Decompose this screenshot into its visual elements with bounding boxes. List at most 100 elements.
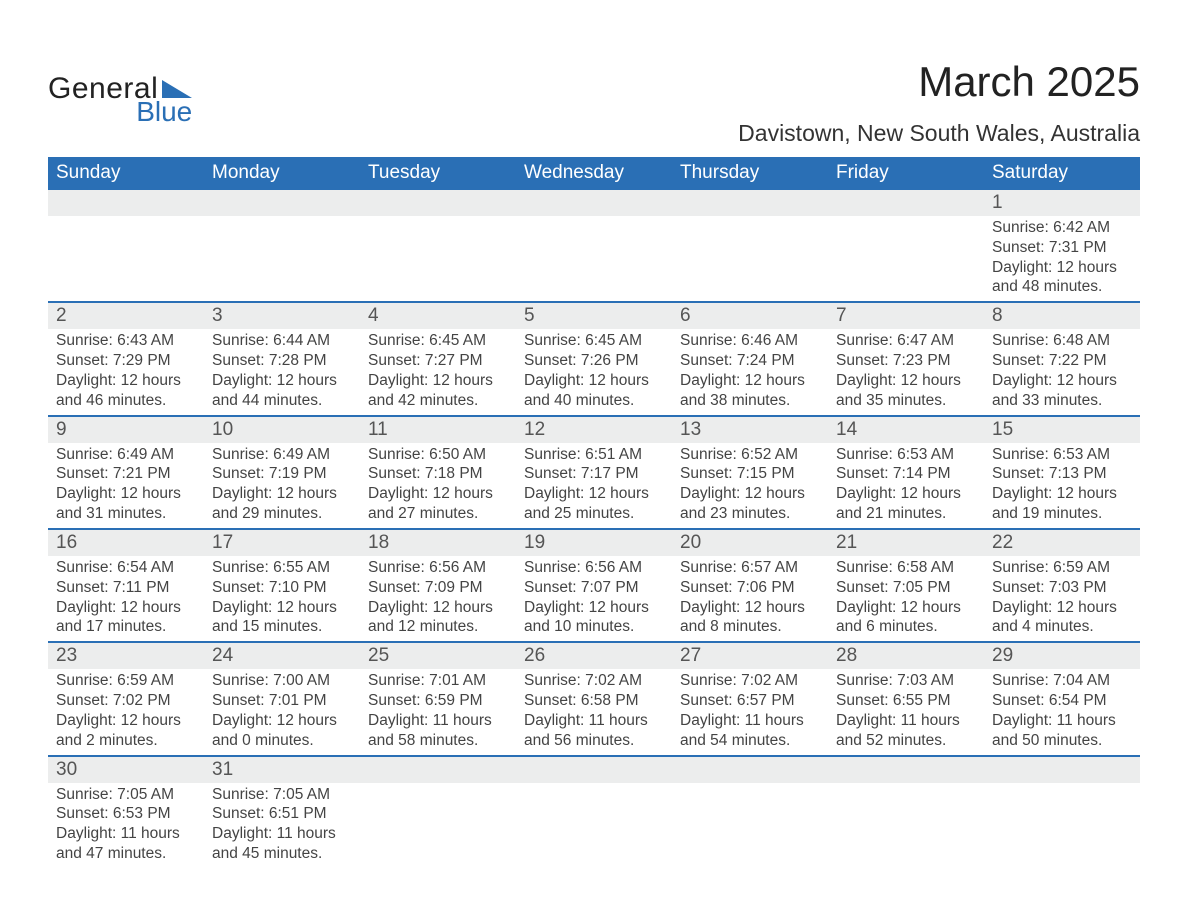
- day-number: 7: [828, 303, 984, 329]
- day-detail-line: Sunrise: 7:01 AM: [368, 671, 508, 691]
- day-detail-line: Daylight: 12 hours: [212, 711, 352, 731]
- day-detail-line: Sunset: 7:31 PM: [992, 238, 1132, 258]
- day-detail-cell: [48, 216, 204, 301]
- day-detail-line: and 31 minutes.: [56, 504, 196, 524]
- day-detail-line: and 33 minutes.: [992, 391, 1132, 411]
- day-detail-line: Sunset: 6:57 PM: [680, 691, 820, 711]
- day-detail-line: Sunset: 6:58 PM: [524, 691, 664, 711]
- day-detail-line: Sunrise: 6:57 AM: [680, 558, 820, 578]
- day-detail-line: Sunrise: 6:54 AM: [56, 558, 196, 578]
- day-detail-cell: Sunrise: 7:02 AMSunset: 6:57 PMDaylight:…: [672, 669, 828, 754]
- day-number: 28: [828, 643, 984, 669]
- day-detail-line: Sunset: 7:13 PM: [992, 464, 1132, 484]
- day-detail-line: and 38 minutes.: [680, 391, 820, 411]
- day-detail-line: and 44 minutes.: [212, 391, 352, 411]
- day-detail-line: Sunrise: 6:45 AM: [368, 331, 508, 351]
- day-detail-line: Sunset: 7:18 PM: [368, 464, 508, 484]
- day-detail-cell: Sunrise: 6:53 AMSunset: 7:13 PMDaylight:…: [984, 443, 1140, 528]
- day-detail-line: and 4 minutes.: [992, 617, 1132, 637]
- day-detail-line: and 35 minutes.: [836, 391, 976, 411]
- day-detail-cell: Sunrise: 6:47 AMSunset: 7:23 PMDaylight:…: [828, 329, 984, 414]
- day-detail-line: Sunset: 7:01 PM: [212, 691, 352, 711]
- day-number: 19: [516, 530, 672, 556]
- day-detail-line: and 52 minutes.: [836, 731, 976, 751]
- day-detail-line: Daylight: 12 hours: [56, 484, 196, 504]
- day-number: [672, 190, 828, 216]
- day-detail-cell: Sunrise: 6:57 AMSunset: 7:06 PMDaylight:…: [672, 556, 828, 641]
- day-number: 14: [828, 417, 984, 443]
- day-detail-line: Sunrise: 6:51 AM: [524, 445, 664, 465]
- day-detail-line: Sunrise: 6:46 AM: [680, 331, 820, 351]
- day-detail-line: Daylight: 12 hours: [56, 598, 196, 618]
- weekday-header: Tuesday: [360, 157, 516, 190]
- day-detail-line: Daylight: 12 hours: [212, 371, 352, 391]
- day-number: 4: [360, 303, 516, 329]
- day-detail-line: Sunrise: 6:43 AM: [56, 331, 196, 351]
- weekday-header: Thursday: [672, 157, 828, 190]
- day-detail-line: Sunset: 7:03 PM: [992, 578, 1132, 598]
- day-detail-line: and 27 minutes.: [368, 504, 508, 524]
- day-detail-line: and 21 minutes.: [836, 504, 976, 524]
- day-number: [360, 757, 516, 783]
- weekday-header: Wednesday: [516, 157, 672, 190]
- day-detail-cell: Sunrise: 6:48 AMSunset: 7:22 PMDaylight:…: [984, 329, 1140, 414]
- day-detail-cell: [516, 783, 672, 868]
- day-detail-cell: [828, 783, 984, 868]
- day-detail-line: and 54 minutes.: [680, 731, 820, 751]
- day-detail-cell: Sunrise: 6:45 AMSunset: 7:27 PMDaylight:…: [360, 329, 516, 414]
- day-detail-line: Daylight: 11 hours: [836, 711, 976, 731]
- day-detail-line: Sunset: 6:55 PM: [836, 691, 976, 711]
- day-number: 22: [984, 530, 1140, 556]
- day-number: 25: [360, 643, 516, 669]
- day-detail-line: Sunset: 7:22 PM: [992, 351, 1132, 371]
- day-number-strip: 9101112131415: [48, 415, 1140, 443]
- day-detail-line: and 10 minutes.: [524, 617, 664, 637]
- calendar: Sunday Monday Tuesday Wednesday Thursday…: [48, 157, 1140, 868]
- day-detail-cell: Sunrise: 7:00 AMSunset: 7:01 PMDaylight:…: [204, 669, 360, 754]
- day-detail-line: Sunset: 7:10 PM: [212, 578, 352, 598]
- day-detail-line: and 15 minutes.: [212, 617, 352, 637]
- day-detail-line: and 6 minutes.: [836, 617, 976, 637]
- day-detail-line: and 47 minutes.: [56, 844, 196, 864]
- day-number: [984, 757, 1140, 783]
- day-detail-line: Sunrise: 6:49 AM: [212, 445, 352, 465]
- day-detail-line: and 25 minutes.: [524, 504, 664, 524]
- day-detail-line: Sunset: 7:21 PM: [56, 464, 196, 484]
- day-detail-cell: Sunrise: 6:58 AMSunset: 7:05 PMDaylight:…: [828, 556, 984, 641]
- day-detail-line: Daylight: 12 hours: [212, 484, 352, 504]
- day-detail-cell: [828, 216, 984, 301]
- day-detail-line: Daylight: 12 hours: [992, 371, 1132, 391]
- day-detail-line: Sunset: 7:11 PM: [56, 578, 196, 598]
- day-detail-cell: Sunrise: 6:50 AMSunset: 7:18 PMDaylight:…: [360, 443, 516, 528]
- day-detail-cell: Sunrise: 6:43 AMSunset: 7:29 PMDaylight:…: [48, 329, 204, 414]
- day-detail-line: and 45 minutes.: [212, 844, 352, 864]
- day-detail-line: Daylight: 12 hours: [368, 484, 508, 504]
- day-number: 26: [516, 643, 672, 669]
- logo-text-blue: Blue: [136, 98, 192, 126]
- day-detail-line: Sunset: 6:53 PM: [56, 804, 196, 824]
- day-number: 18: [360, 530, 516, 556]
- weekday-header: Friday: [828, 157, 984, 190]
- day-number-strip: 3031: [48, 755, 1140, 783]
- day-detail-line: and 58 minutes.: [368, 731, 508, 751]
- day-detail-line: Daylight: 12 hours: [56, 711, 196, 731]
- day-detail-line: and 56 minutes.: [524, 731, 664, 751]
- day-detail-cell: [360, 216, 516, 301]
- day-detail-line: Daylight: 11 hours: [680, 711, 820, 731]
- day-detail-line: Daylight: 11 hours: [368, 711, 508, 731]
- day-detail-line: Sunrise: 6:56 AM: [368, 558, 508, 578]
- day-number: 30: [48, 757, 204, 783]
- day-number: 16: [48, 530, 204, 556]
- day-detail-cell: Sunrise: 6:54 AMSunset: 7:11 PMDaylight:…: [48, 556, 204, 641]
- day-detail-line: Daylight: 12 hours: [836, 598, 976, 618]
- day-detail-cell: Sunrise: 6:45 AMSunset: 7:26 PMDaylight:…: [516, 329, 672, 414]
- day-number: [48, 190, 204, 216]
- day-detail-line: Sunrise: 6:44 AM: [212, 331, 352, 351]
- day-detail-cell: [672, 216, 828, 301]
- weeks-container: 1Sunrise: 6:42 AMSunset: 7:31 PMDaylight…: [48, 190, 1140, 868]
- day-detail-cell: Sunrise: 6:56 AMSunset: 7:07 PMDaylight:…: [516, 556, 672, 641]
- day-detail-cell: [984, 783, 1140, 868]
- day-detail-cell: Sunrise: 7:03 AMSunset: 6:55 PMDaylight:…: [828, 669, 984, 754]
- day-number: [828, 757, 984, 783]
- title-block: March 2025 Davistown, New South Wales, A…: [738, 58, 1140, 147]
